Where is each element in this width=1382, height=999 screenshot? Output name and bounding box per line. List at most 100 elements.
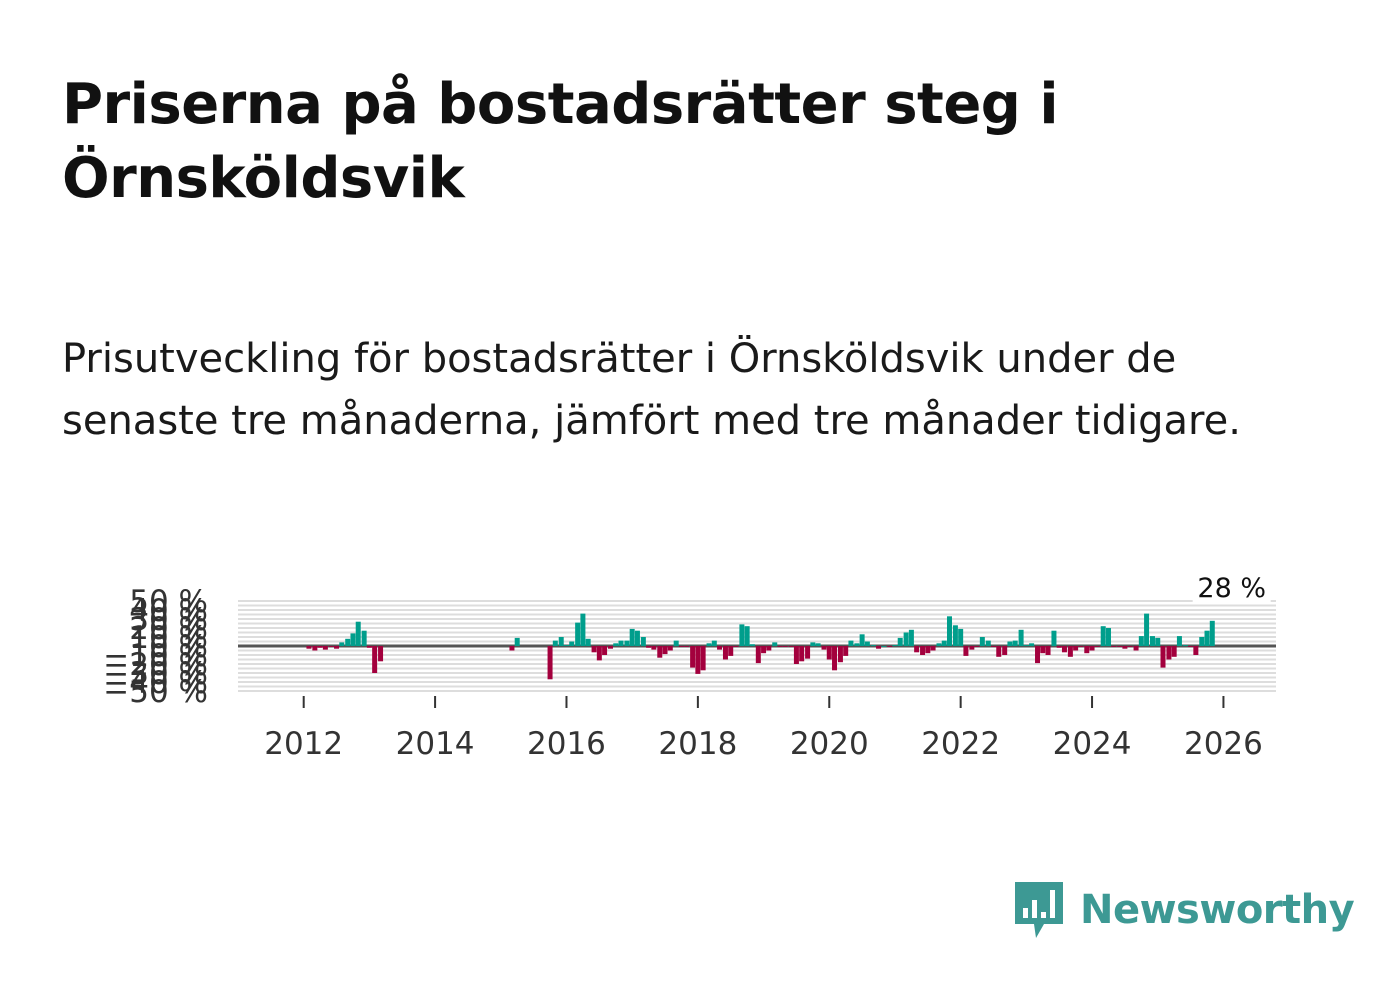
bar (887, 646, 893, 647)
bar (1073, 646, 1079, 651)
y-tick-label: −10 % (103, 638, 208, 674)
bar (837, 646, 843, 663)
bar (832, 646, 838, 671)
bar (761, 646, 767, 654)
bar (547, 646, 553, 680)
bar (826, 646, 832, 660)
bar (744, 626, 750, 646)
bar (695, 646, 701, 674)
bar (859, 634, 865, 646)
chart-subtitle: Prisutveckling för bostadsrätter i Örnsk… (62, 336, 1241, 444)
x-axis: 2012 2014 2016 2018 2020 2022 2024 2026 (238, 690, 1276, 762)
y-tick-label: 0 % (149, 629, 208, 665)
y-tick-label: 30 % (129, 602, 208, 638)
bar (1188, 646, 1194, 647)
y-tick-label: −20 % (103, 647, 208, 683)
bar (952, 625, 958, 646)
bar (799, 646, 805, 662)
bar (640, 637, 646, 646)
bar (843, 646, 849, 656)
bar (974, 646, 980, 647)
newsworthy-logo-icon (1015, 882, 1063, 938)
bar (1209, 620, 1215, 646)
bar (717, 646, 723, 650)
bar (552, 640, 558, 646)
bar (1018, 629, 1024, 646)
x-tick-label: 2022 (921, 726, 1000, 762)
bar (963, 646, 969, 656)
bar (1122, 646, 1128, 649)
bar (854, 643, 860, 646)
bar (706, 643, 712, 646)
bar (979, 637, 985, 646)
bar (1149, 636, 1155, 646)
bar (897, 637, 903, 646)
bar (1061, 646, 1067, 653)
bar (651, 646, 657, 650)
bar (848, 640, 854, 646)
bar (1166, 646, 1172, 660)
bar (1078, 646, 1084, 647)
bar (322, 646, 328, 650)
bar (766, 646, 772, 651)
x-tick-label: 2012 (264, 726, 343, 762)
bar (585, 638, 591, 646)
bar (591, 646, 597, 653)
bar (1023, 645, 1029, 646)
bar (378, 646, 384, 662)
y-tick-label: 10 % (129, 620, 208, 656)
bars (306, 613, 1215, 680)
bar (662, 646, 668, 655)
bar (657, 646, 663, 658)
bar (1002, 646, 1008, 655)
bar (678, 646, 684, 647)
bar (1176, 636, 1182, 646)
y-tick-label: 20 % (129, 611, 208, 647)
bar (602, 646, 608, 655)
newsworthy-brand: Newsworthy (1012, 880, 1355, 940)
bar (908, 629, 914, 646)
bar (361, 630, 367, 646)
y-tick-label: −30 % (103, 656, 208, 692)
x-tick-label: 2016 (527, 726, 606, 762)
y-tick-label: −40 % (103, 665, 208, 701)
bar (969, 646, 975, 650)
bar (334, 646, 340, 649)
bar (805, 646, 811, 659)
bar (772, 642, 778, 646)
bar (722, 646, 728, 660)
bar (339, 642, 345, 646)
x-tick-label: 2024 (1053, 726, 1132, 762)
bar (306, 646, 312, 649)
brand-name: Newsworthy (1080, 887, 1355, 933)
bar (1199, 637, 1205, 646)
bar (1171, 646, 1177, 657)
y-tick-label: −50 % (103, 674, 208, 710)
bar (1067, 646, 1073, 657)
bar (810, 642, 816, 646)
x-tick-label: 2014 (396, 726, 475, 762)
bar (509, 646, 515, 651)
bar (700, 646, 706, 671)
x-tick-label: 2020 (790, 726, 869, 762)
bar (1127, 646, 1133, 647)
bar (1155, 637, 1161, 646)
bar (936, 643, 942, 646)
page-title: Priserna på bostadsrätter steg i Örnsköl… (62, 72, 1059, 211)
bar (1105, 628, 1111, 646)
bar (920, 646, 926, 655)
bar (634, 630, 640, 646)
bar (733, 646, 739, 647)
bar (1035, 646, 1041, 664)
bar (514, 637, 520, 646)
bar (366, 646, 372, 648)
bar (881, 646, 887, 647)
bar (618, 640, 624, 646)
bar (580, 613, 586, 646)
bar (903, 632, 909, 646)
bar (1056, 646, 1062, 648)
bar (930, 646, 936, 651)
bar (815, 643, 821, 646)
bar (350, 633, 356, 646)
bar (575, 622, 581, 646)
